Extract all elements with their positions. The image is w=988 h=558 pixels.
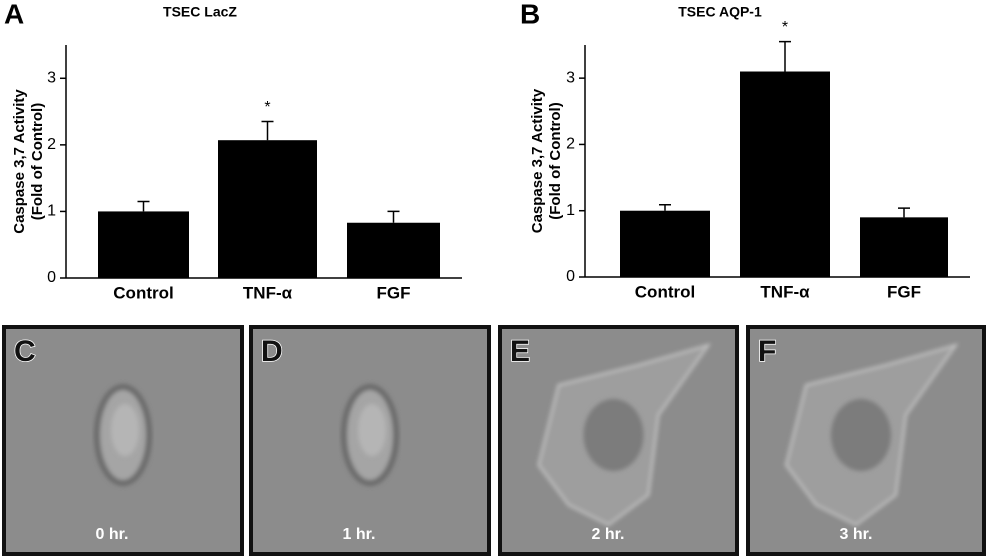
y-tick-label: 2 (47, 136, 56, 153)
bar (98, 211, 189, 278)
y-axis-label: (Fold of Control) (547, 102, 564, 219)
panel-letter: F (758, 335, 776, 368)
y-tick-label: 2 (566, 136, 575, 153)
error-bar (898, 207, 910, 218)
error-bar (137, 200, 150, 212)
x-tick-label: FGF (377, 283, 411, 302)
cell-core (358, 404, 386, 456)
y-tick-label: 1 (47, 203, 56, 220)
time-caption: 2 hr. (592, 526, 625, 543)
cell-core (111, 404, 139, 456)
panel-letter: B (520, 0, 540, 29)
y-tick-label: 1 (566, 202, 575, 219)
bar (620, 210, 710, 277)
error-bar (659, 203, 671, 211)
x-tick-label: TNF-α (243, 283, 293, 302)
panel-letter: A (4, 0, 24, 29)
y-tick-label: 0 (47, 269, 56, 286)
chart-title: TSEC LacZ (163, 4, 237, 20)
x-tick-label: Control (113, 283, 173, 302)
micrograph: F 3 hr. (746, 325, 986, 556)
panel-letter: C (14, 335, 36, 368)
panel-letter: D (261, 335, 283, 368)
cell-core (583, 399, 644, 471)
x-tick-label: TNF-α (760, 282, 810, 301)
micrograph: C 0 hr. (2, 325, 244, 556)
significance-mark: * (264, 99, 270, 116)
micrograph: D 1 hr. (249, 325, 491, 556)
cell-core (831, 399, 891, 471)
time-caption: 0 hr. (96, 526, 129, 543)
y-tick-label: 3 (566, 69, 575, 86)
significance-mark: * (782, 19, 788, 36)
x-tick-label: Control (635, 282, 695, 301)
bar (218, 140, 317, 278)
micrograph: E 2 hr. (498, 325, 739, 556)
panel-letter: E (510, 335, 530, 368)
y-axis-label: (Fold of Control) (29, 103, 46, 220)
chart-title: TSEC AQP-1 (678, 4, 762, 20)
y-tick-label: 0 (566, 268, 575, 285)
error-bar (779, 40, 791, 72)
time-caption: 3 hr. (840, 526, 873, 543)
x-tick-label: FGF (887, 282, 921, 301)
error-bar (387, 210, 400, 223)
y-axis-label: Caspase 3,7 Activity (529, 88, 546, 233)
y-tick-label: 3 (47, 70, 56, 87)
time-caption: 1 hr. (343, 526, 376, 543)
y-axis-label: Caspase 3,7 Activity (11, 89, 28, 234)
bar (347, 222, 440, 278)
error-bar (261, 120, 274, 141)
bar (740, 71, 830, 277)
bar (860, 217, 948, 277)
